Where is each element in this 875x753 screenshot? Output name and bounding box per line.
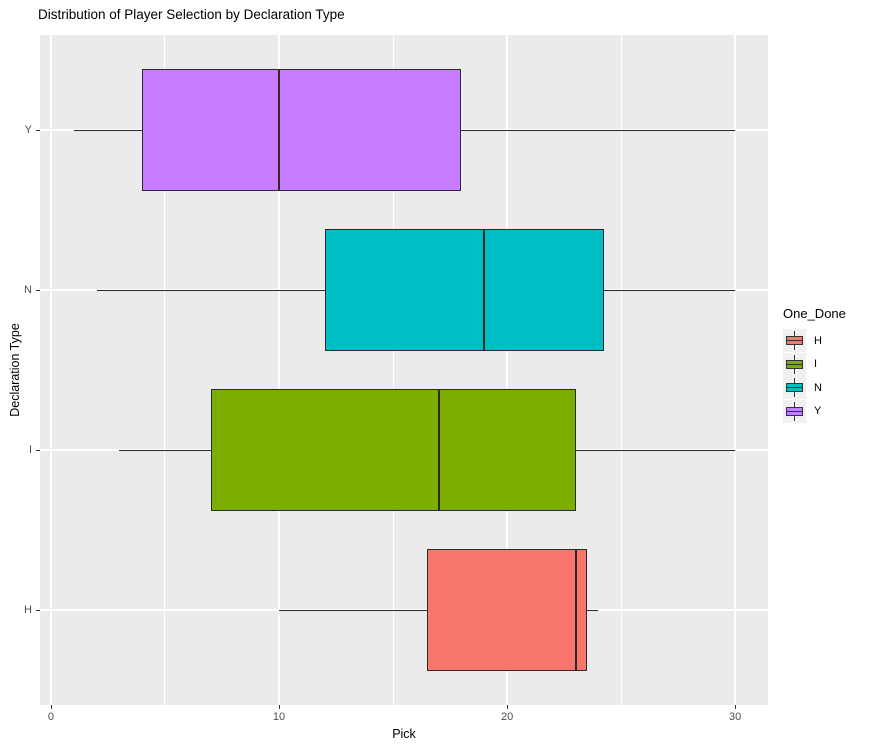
- boxplot-box-N: [324, 229, 604, 351]
- whisker-right: [575, 450, 736, 451]
- y-tick-label: I: [28, 444, 32, 456]
- median-line-N: [483, 229, 486, 351]
- plot-panel: [40, 35, 768, 705]
- boxplot-box-H: [427, 549, 587, 671]
- gridline-major: [506, 35, 509, 705]
- median-line-Y: [278, 69, 281, 191]
- legend-key-Y: [783, 399, 806, 423]
- gridline-minor: [620, 35, 622, 705]
- whisker-right: [604, 290, 736, 291]
- y-tick-mark: [36, 130, 40, 131]
- y-tick-label: Y: [24, 124, 32, 136]
- y-tick-mark: [36, 450, 40, 451]
- legend-label: H: [814, 334, 822, 347]
- legend-title: One_Done: [783, 306, 846, 321]
- legend-key-median-icon: [786, 410, 803, 412]
- whisker-left: [119, 450, 211, 451]
- x-tick-label: 30: [729, 711, 742, 723]
- x-tick-mark: [735, 705, 737, 709]
- x-tick-label: 10: [272, 711, 286, 723]
- x-tick-label: 0: [47, 711, 54, 723]
- y-tick-mark: [36, 610, 40, 611]
- legend-item: N: [783, 376, 873, 400]
- x-tick-mark: [279, 705, 281, 709]
- median-line-I: [437, 389, 440, 511]
- whisker-left: [279, 610, 428, 611]
- legend-key-N: [783, 376, 806, 400]
- boxplot-box-I: [210, 389, 576, 511]
- gridline-major: [49, 35, 52, 705]
- x-tick-mark: [507, 705, 509, 709]
- legend-key-H: [783, 329, 806, 353]
- legend-label: Y: [814, 405, 822, 418]
- legend-label: N: [814, 381, 822, 394]
- legend-key-median-icon: [786, 387, 803, 389]
- gridline-minor: [392, 35, 394, 705]
- legend-item: Y: [783, 399, 873, 424]
- legend-key-median-icon: [786, 340, 803, 342]
- legend-key-median-icon: [786, 363, 803, 365]
- whisker-right: [461, 130, 736, 131]
- median-line-H: [574, 549, 577, 671]
- gridline-minor: [164, 35, 166, 705]
- y-tick-mark: [36, 290, 40, 291]
- y-tick-label: H: [24, 604, 32, 616]
- x-tick-mark: [50, 705, 52, 709]
- y-tick-label: N: [24, 284, 32, 296]
- gridline-major: [278, 35, 281, 705]
- legend-label: I: [814, 358, 818, 371]
- whisker-left: [96, 290, 325, 291]
- plot-title: Distribution of Player Selection by Decl…: [38, 7, 345, 22]
- x-axis-title: Pick: [392, 727, 416, 741]
- legend-item: I: [783, 352, 873, 377]
- whisker-left: [73, 130, 143, 131]
- boxplot-box-Y: [142, 69, 462, 191]
- legend-item: H: [783, 329, 873, 353]
- gridline-major: [734, 35, 737, 705]
- y-axis-title-text: Declaration Type: [8, 323, 23, 417]
- whisker-right: [586, 610, 599, 611]
- legend-key-I: [783, 352, 806, 376]
- x-tick-label: 20: [500, 711, 514, 723]
